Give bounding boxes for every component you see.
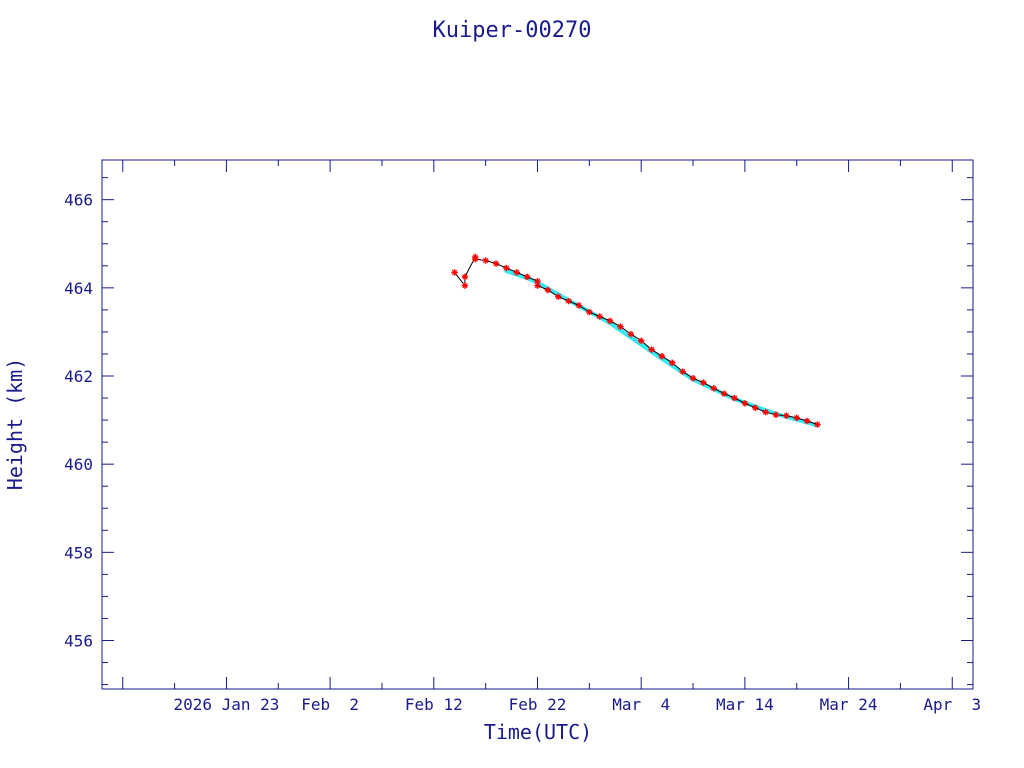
data-point [689, 375, 697, 382]
y-axis-ticks: 456 458 460 462 464 466 [64, 177, 973, 686]
data-point [637, 337, 645, 344]
data-point [523, 273, 531, 281]
plot-frame [101, 159, 974, 690]
data-point [658, 352, 666, 360]
data-point [482, 257, 489, 264]
y-tick-label: 466 [64, 191, 93, 210]
data-point [762, 408, 769, 416]
x-tick-label: 2026 Jan 23 [173, 695, 279, 714]
y-tick-label: 456 [64, 632, 93, 651]
data-point [720, 390, 728, 397]
data-point [565, 297, 572, 305]
data-point [575, 302, 583, 309]
data-point [596, 313, 603, 320]
data-point [534, 282, 541, 289]
data-point [783, 412, 790, 419]
data-point [544, 286, 552, 294]
data-point [700, 379, 707, 386]
y-tick-label: 458 [64, 543, 93, 562]
x-tick-label: Apr 3 [923, 695, 981, 714]
data-point [472, 255, 479, 263]
data-point [679, 368, 686, 375]
y-tick-label: 462 [64, 367, 93, 386]
chart-title: Kuiper-00270 [433, 18, 592, 43]
fit-line [504, 269, 820, 428]
x-tick-label: Mar 24 [820, 695, 878, 714]
data-point [669, 359, 676, 366]
data-point [606, 317, 614, 325]
data-point [555, 293, 562, 300]
x-axis-label: Time(UTC) [484, 720, 592, 744]
x-axis-ticks: 2026 Jan 23 Feb 2 Feb 12 Feb 22 Mar 4 Mar 14 M… [122, 160, 981, 714]
data-point [814, 421, 821, 428]
x-tick-label: Feb 22 [509, 695, 567, 714]
data-point [617, 323, 624, 330]
data-point [793, 414, 800, 422]
data-point [752, 404, 759, 411]
x-tick-label: Mar 4 [612, 695, 670, 714]
data-point [513, 269, 520, 276]
data-point [627, 330, 635, 338]
data-point [648, 346, 655, 353]
data-point [731, 394, 738, 402]
height-series [451, 253, 821, 428]
x-tick-label: Feb 12 [405, 695, 463, 714]
x-tick-label: Feb 2 [301, 695, 359, 714]
data-point [451, 269, 458, 276]
y-tick-label: 464 [64, 279, 93, 298]
fit-series [504, 269, 820, 428]
data-point [492, 260, 500, 267]
data-point [586, 308, 593, 316]
data-point [803, 417, 811, 425]
y-axis-label: Height (km) [3, 358, 27, 490]
data-point [503, 264, 510, 272]
data-point [461, 282, 469, 289]
data-point [772, 411, 780, 419]
y-tick-label: 460 [64, 455, 93, 474]
data-point [461, 273, 469, 281]
x-tick-label: Mar 14 [716, 695, 774, 714]
data-point [741, 400, 749, 407]
data-point [710, 385, 717, 392]
